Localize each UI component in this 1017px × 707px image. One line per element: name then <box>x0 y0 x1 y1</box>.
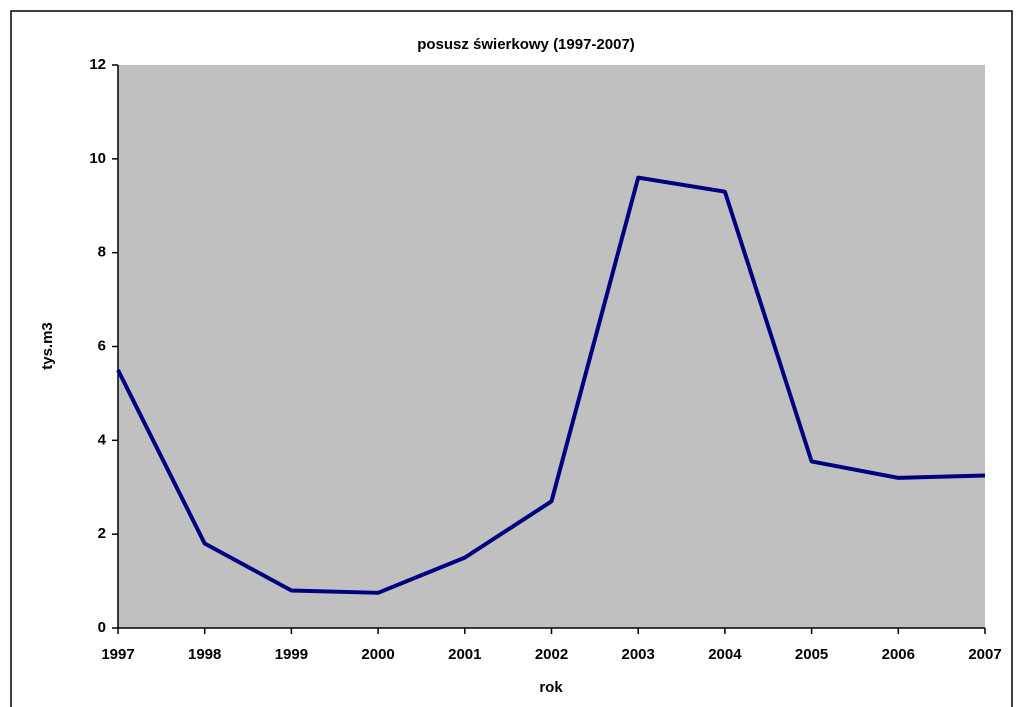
y-tick-label: 10 <box>89 150 106 167</box>
x-tick-label: 2006 <box>882 646 915 663</box>
x-tick-label: 2005 <box>795 646 828 663</box>
x-tick-label: 2002 <box>535 646 568 663</box>
x-tick-label: 2001 <box>448 646 481 663</box>
y-tick-label: 8 <box>98 244 106 261</box>
x-tick-label: 1998 <box>188 646 221 663</box>
x-axis-label: rok <box>539 679 563 696</box>
data-line <box>116 175 986 595</box>
x-tick-label: 2007 <box>968 646 1001 663</box>
x-tick-label: 1999 <box>275 646 308 663</box>
x-tick-label: 2000 <box>361 646 394 663</box>
y-axis-label: tys.m3 <box>39 322 56 370</box>
plot-area <box>118 65 985 628</box>
y-tick-label: 2 <box>98 525 106 542</box>
y-tick-label: 4 <box>98 431 107 448</box>
x-tick-label: 1997 <box>101 646 134 663</box>
y-tick-label: 0 <box>98 619 106 636</box>
y-tick-label: 12 <box>89 56 106 73</box>
x-tick-label: 2004 <box>708 646 742 663</box>
y-tick-label: 6 <box>98 337 106 354</box>
chart-title: posusz świerkowy (1997-2007) <box>417 36 635 53</box>
x-tick-label: 2003 <box>622 646 655 663</box>
